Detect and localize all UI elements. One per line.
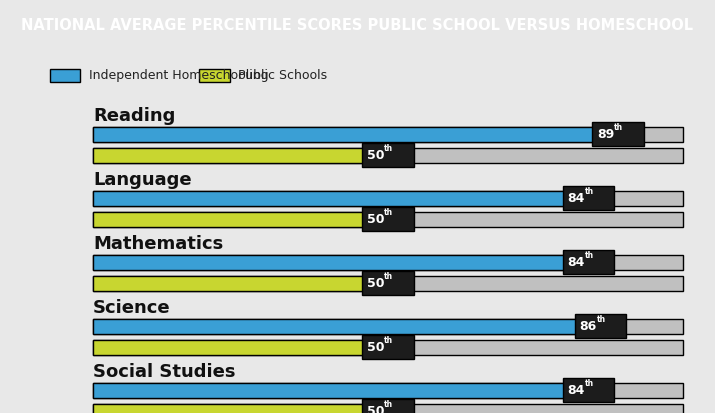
Text: 84: 84 [568, 256, 585, 269]
FancyBboxPatch shape [93, 318, 600, 334]
FancyBboxPatch shape [93, 190, 683, 206]
Text: NATIONAL AVERAGE PERCENTILE SCORES PUBLIC SCHOOL VERSUS HOMESCHOOL: NATIONAL AVERAGE PERCENTILE SCORES PUBLI… [21, 18, 694, 33]
Text: Mathematics: Mathematics [93, 235, 223, 253]
Text: 86: 86 [579, 320, 596, 333]
Text: 50: 50 [367, 405, 385, 413]
FancyBboxPatch shape [93, 340, 388, 355]
Text: Science: Science [93, 299, 171, 317]
FancyBboxPatch shape [93, 254, 588, 270]
Text: th: th [385, 337, 393, 345]
FancyBboxPatch shape [93, 148, 683, 163]
Text: th: th [585, 252, 594, 260]
FancyBboxPatch shape [199, 69, 230, 82]
Text: th: th [385, 273, 393, 281]
Text: 50: 50 [367, 149, 385, 162]
FancyBboxPatch shape [93, 126, 683, 142]
Text: Public Schools: Public Schools [238, 69, 327, 82]
FancyBboxPatch shape [93, 404, 683, 413]
Text: th: th [385, 209, 393, 217]
FancyBboxPatch shape [93, 148, 388, 163]
FancyBboxPatch shape [93, 212, 683, 227]
Text: 89: 89 [597, 128, 614, 141]
FancyBboxPatch shape [93, 254, 683, 270]
FancyBboxPatch shape [50, 69, 80, 82]
FancyBboxPatch shape [574, 314, 626, 338]
FancyBboxPatch shape [93, 212, 388, 227]
Text: th: th [385, 145, 393, 153]
FancyBboxPatch shape [362, 143, 413, 167]
Text: th: th [385, 401, 393, 409]
Text: th: th [585, 380, 594, 388]
Text: 84: 84 [568, 192, 585, 205]
Text: Social Studies: Social Studies [93, 363, 235, 381]
FancyBboxPatch shape [563, 250, 614, 274]
Text: th: th [614, 123, 623, 132]
Text: th: th [596, 316, 606, 324]
Text: Independent Homeschooling: Independent Homeschooling [89, 69, 268, 82]
FancyBboxPatch shape [362, 399, 413, 413]
FancyBboxPatch shape [93, 276, 388, 291]
Text: 84: 84 [568, 384, 585, 397]
FancyBboxPatch shape [592, 122, 644, 146]
FancyBboxPatch shape [93, 382, 683, 398]
FancyBboxPatch shape [362, 271, 413, 295]
Text: Reading: Reading [93, 107, 175, 125]
Text: Language: Language [93, 171, 192, 189]
FancyBboxPatch shape [93, 190, 588, 206]
Text: 50: 50 [367, 277, 385, 290]
Text: th: th [585, 188, 594, 196]
FancyBboxPatch shape [93, 382, 588, 398]
FancyBboxPatch shape [93, 318, 683, 334]
FancyBboxPatch shape [93, 404, 388, 413]
FancyBboxPatch shape [93, 276, 683, 291]
FancyBboxPatch shape [93, 340, 683, 355]
FancyBboxPatch shape [93, 126, 618, 142]
Text: 50: 50 [367, 341, 385, 354]
FancyBboxPatch shape [362, 335, 413, 359]
FancyBboxPatch shape [563, 186, 614, 210]
FancyBboxPatch shape [362, 207, 413, 231]
FancyBboxPatch shape [563, 378, 614, 402]
Text: 50: 50 [367, 213, 385, 226]
